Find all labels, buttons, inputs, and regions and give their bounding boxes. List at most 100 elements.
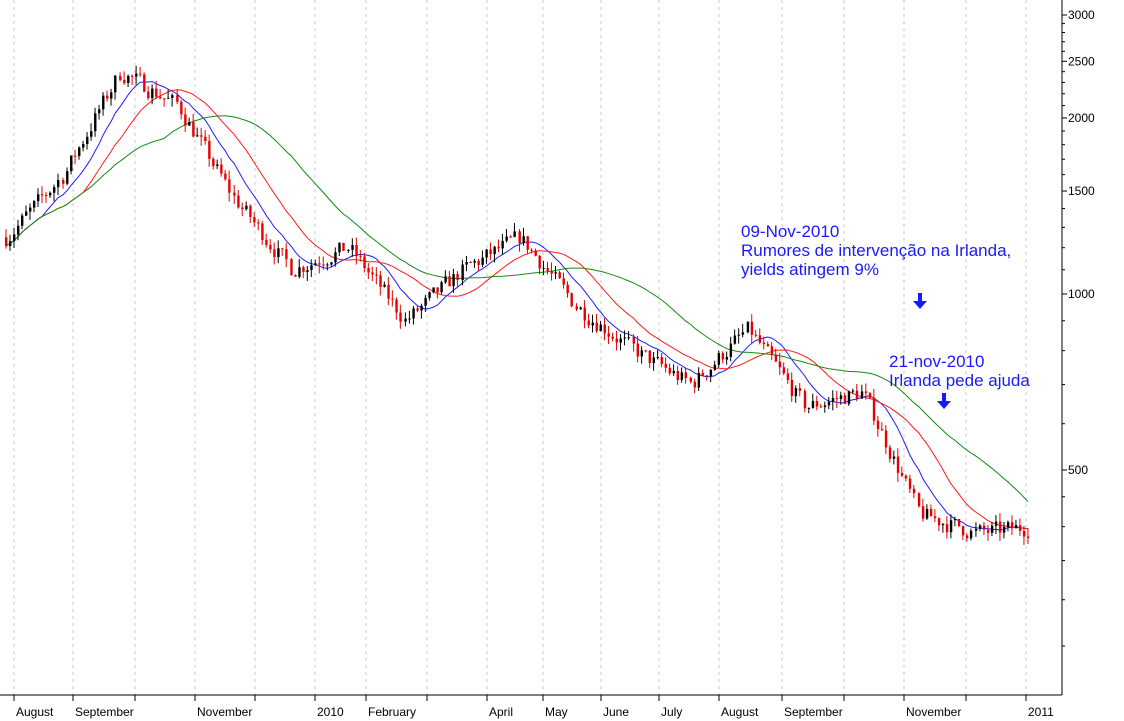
candle-body: [74, 155, 77, 157]
candle: [163, 98, 166, 107]
candle-body: [778, 361, 782, 368]
candle-body: [98, 109, 101, 114]
candle-body: [493, 246, 496, 255]
candle-body: [668, 367, 672, 374]
candle-body: [599, 324, 602, 332]
annotation-line: yields atingem 9%: [741, 260, 879, 279]
x-axis: August September November 2010 February April…: [0, 694, 1062, 719]
candle-body: [591, 322, 594, 326]
candle-body: [750, 321, 754, 335]
candle: [387, 276, 390, 306]
candle-body: [330, 262, 333, 265]
y-tick-label: 1000: [1068, 287, 1095, 301]
candle-body: [37, 194, 40, 202]
candle-body: [155, 88, 158, 97]
candle-body: [945, 524, 949, 533]
candle-body: [363, 256, 366, 269]
candle: [587, 313, 590, 329]
candle: [212, 156, 215, 170]
candle: [273, 242, 276, 265]
candle: [534, 248, 537, 257]
candle-body: [587, 320, 590, 326]
candle-body: [1018, 525, 1022, 531]
candle-body: [855, 390, 859, 399]
candle: [265, 233, 268, 248]
candle-body: [123, 80, 126, 83]
candle: [513, 223, 516, 238]
candle-body: [220, 164, 223, 174]
candle-body: [216, 164, 219, 166]
candle: [855, 383, 859, 402]
candle: [554, 265, 557, 280]
candle: [746, 321, 750, 334]
candle: [497, 239, 500, 253]
candle: [347, 249, 350, 253]
candle-body: [1010, 522, 1014, 529]
candle: [957, 519, 961, 528]
candle: [868, 392, 872, 400]
candle: [697, 367, 701, 391]
candle-body: [570, 293, 573, 307]
candle-body: [294, 275, 297, 277]
candle-body: [713, 364, 717, 370]
candle-body: [62, 180, 65, 184]
candle-body: [375, 274, 378, 276]
candle: [123, 71, 126, 85]
candle-body: [615, 338, 618, 343]
candle-body: [917, 493, 921, 507]
candle: [693, 378, 697, 394]
candle-body: [847, 391, 851, 404]
candle-body: [794, 388, 798, 397]
candle: [74, 149, 77, 165]
candle: [481, 250, 484, 268]
candle: [41, 186, 44, 204]
candle: [285, 242, 288, 268]
candle: [986, 524, 990, 541]
x-tick-label: May: [545, 705, 568, 719]
candle-body: [57, 180, 60, 188]
candle: [302, 265, 305, 279]
candle-body: [1014, 525, 1018, 529]
candle: [281, 248, 284, 257]
candle: [220, 158, 223, 177]
candle: [367, 263, 370, 279]
candle: [375, 267, 378, 285]
candle: [298, 259, 301, 279]
candle: [322, 256, 325, 270]
candle: [754, 330, 758, 338]
candle: [644, 349, 648, 353]
candle: [469, 261, 472, 264]
candle: [994, 515, 998, 535]
candle-body: [1002, 526, 1006, 533]
candle: [965, 533, 969, 542]
candle: [880, 422, 884, 431]
candle: [493, 245, 496, 263]
candle: [509, 235, 512, 238]
candle: [1002, 521, 1006, 539]
candle: [733, 329, 737, 345]
candle: [49, 191, 52, 199]
candle-body: [839, 395, 843, 400]
candle-body: [701, 372, 705, 376]
candle: [929, 504, 933, 517]
candle: [452, 268, 455, 293]
candle: [420, 303, 423, 319]
candle: [155, 80, 158, 99]
candle-body: [143, 74, 146, 92]
candle: [990, 522, 994, 537]
candle-body: [648, 350, 652, 364]
candle: [961, 525, 965, 541]
candle-body: [253, 217, 256, 223]
candle-body: [741, 332, 745, 335]
candle: [607, 325, 610, 344]
candle-body: [314, 263, 317, 266]
candle-body: [135, 73, 138, 77]
candle: [676, 365, 680, 385]
candle-body: [1026, 536, 1030, 539]
candle-body: [766, 344, 770, 347]
candle: [57, 173, 60, 196]
candle-body: [961, 526, 965, 536]
candle: [811, 393, 815, 409]
candle-body: [9, 241, 12, 247]
